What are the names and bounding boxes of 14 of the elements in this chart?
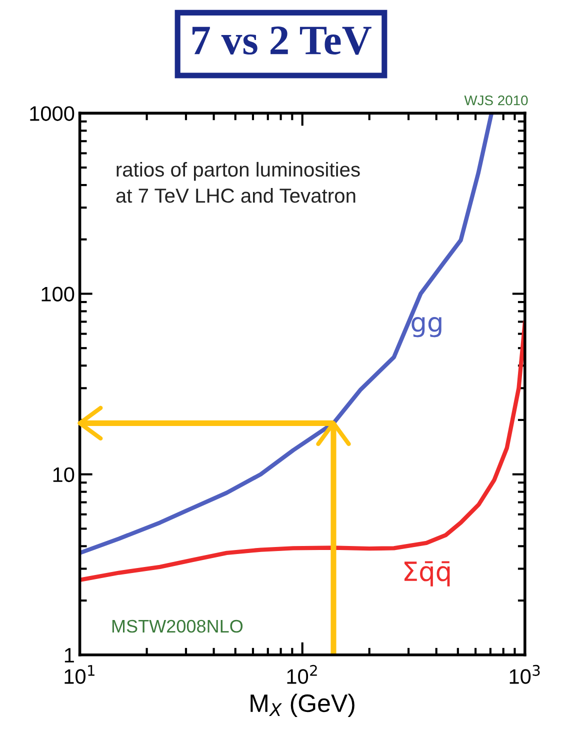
y-tick-label: 1	[64, 648, 74, 662]
x-tick-label: 10$^{1}$	[64, 665, 94, 684]
series-label: gg	[412, 316, 442, 338]
x-tick-label: 10$^{3}$	[510, 664, 540, 684]
annotation: MSTW2008NLO	[112, 620, 243, 633]
text: WJS 2010	[464, 95, 528, 106]
y-tick-label: 1000	[30, 106, 74, 121]
series-label: Σq̄q̄	[404, 561, 450, 586]
annotation: ratios of parton luminosities at 7 TeV LHC and Tevatron	[116, 162, 360, 203]
chart-title: 7 vs 2 TeV	[192, 26, 372, 55]
y-tick-label: 100	[42, 286, 74, 302]
y-tick-label: 10	[53, 467, 74, 482]
x-tick-label: 10$^{2}$	[287, 664, 317, 684]
x-axis-title: M$_{X}$ (GeV)	[250, 694, 354, 718]
